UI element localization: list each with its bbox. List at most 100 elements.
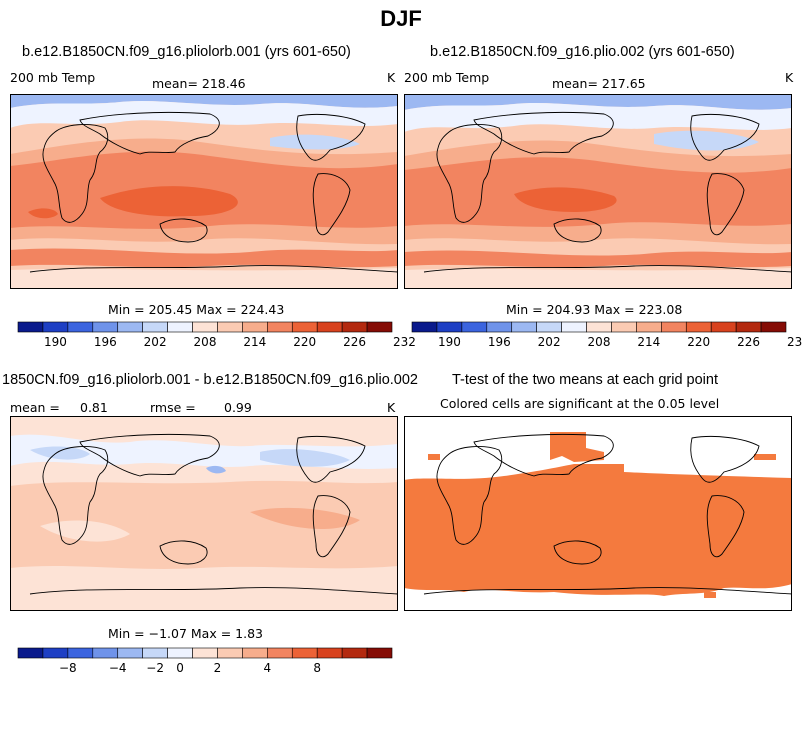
panel1-colorbar-swatch <box>192 321 218 333</box>
panel3-colorbar-swatch <box>341 647 368 659</box>
panel3-colorbar-swatch <box>217 647 243 659</box>
panel1-colorbar-swatch <box>366 321 393 333</box>
panel2-colorbar-swatch <box>685 321 712 333</box>
panel3-mean-value: 0.81 <box>80 400 108 415</box>
panel2-colorbar-tick-label: 226 <box>737 335 760 349</box>
panel3-map <box>10 416 398 611</box>
panel3-cold-patch-1 <box>30 446 90 460</box>
panel3-colorbar-swatch <box>142 647 168 659</box>
panel1-band-polar-north <box>10 94 398 108</box>
panel1-colorbar-tick-label: 214 <box>243 335 266 349</box>
panel4-sig-antarctic <box>704 592 716 598</box>
panel2-title: b.e12.B1850CN.f09_g16.plio.002 (yrs 601-… <box>430 44 735 60</box>
panel1-minmax: Min = 205.45 Max = 224.43 <box>108 302 285 317</box>
panel1-colorbar-swatch <box>267 321 293 333</box>
panel3-colorbar: −8 −4 −2 0 2 4 8 <box>17 647 393 675</box>
panel1-colorbar-tick-label: 208 <box>194 335 217 349</box>
panel1-band-subpolar-north <box>10 101 398 128</box>
panel3-frame <box>10 416 398 611</box>
panel1-colorbar-swatch <box>341 321 368 333</box>
panel2-colorbar-swatch <box>536 321 562 333</box>
panel4-frame <box>404 416 792 611</box>
panel3-colorbar-tick-label: −4 <box>109 661 127 675</box>
figure-title: DJF <box>380 6 422 31</box>
panel2-warm-core <box>514 187 617 212</box>
panel3-colorbar-swatch <box>242 647 268 659</box>
panel2-colorbar-swatch <box>611 321 637 333</box>
panel3-colorbar-tick-label: −8 <box>59 661 77 675</box>
panel2-band-southern <box>404 250 792 268</box>
panel1-colorbar-swatch <box>291 321 318 333</box>
panel4-sig-nw <box>428 454 440 460</box>
panel2-colorbar-tick-label: 190 <box>438 335 461 349</box>
panel1-colorbar-swatch <box>117 321 143 333</box>
panel2-colorbar-swatch <box>760 321 787 333</box>
panel2-colorbar-swatch <box>710 321 737 333</box>
panel1-map <box>10 94 398 289</box>
panel2-band-south-polar <box>404 268 792 289</box>
panel1-colorbar-tick-label: 202 <box>144 335 167 349</box>
panel3-warm-band <box>10 480 398 569</box>
panel3-colorbar-tick-label: 2 <box>214 661 222 675</box>
panel1-band-southern <box>10 248 398 268</box>
panel1-colorbar-swatch <box>92 321 119 333</box>
panel2-cold-patch-pacific <box>654 130 759 151</box>
panel1-colorbar-tick-label: 220 <box>293 335 316 349</box>
panel4-sig-ne <box>754 454 776 460</box>
panel3-rmse-label: rmse = <box>150 400 196 415</box>
panel2-frame <box>404 94 792 289</box>
panel3-cold-patch-3 <box>206 465 226 474</box>
panel1-warm-core-west <box>28 208 58 219</box>
panel3-colorbar-swatch <box>316 647 343 659</box>
panel1-colorbar-swatch <box>242 321 268 333</box>
panel2-colorbar-tick-label: 220 <box>687 335 710 349</box>
panel3-colorbar-swatch <box>42 647 69 659</box>
panel3-colorbar-swatch <box>167 647 193 659</box>
panel3-warm-south <box>10 574 398 611</box>
panel3-colorbar-swatch <box>267 647 293 659</box>
panel1-coastlines <box>29 111 398 273</box>
panel2-colorbar-tick-label: 232 <box>787 335 802 349</box>
panel3-colorbar-swatch <box>117 647 143 659</box>
panel3-colorbar-swatch <box>92 647 119 659</box>
panel1-frame <box>10 94 398 289</box>
panel4-sig-north <box>550 432 604 462</box>
panel3-colorbar-swatch <box>366 647 393 659</box>
panel2-colorbar-swatch <box>511 321 537 333</box>
panel1-variable: 200 mb Temp <box>10 70 96 85</box>
panel2-map <box>404 94 792 289</box>
panel4-significant-regions <box>404 432 792 598</box>
panel1-band-south-polar <box>10 268 398 289</box>
panel4-title: T-test of the two means at each grid poi… <box>452 372 718 388</box>
panel1-warm-core <box>100 186 238 217</box>
panel1-cold-patch-pacific <box>270 134 360 150</box>
panel2-colorbar-swatch <box>436 321 463 333</box>
panel3-colorbar-swatch <box>291 647 318 659</box>
panel2-mean: mean= 217.65 <box>552 76 646 91</box>
panel4-map <box>404 416 792 611</box>
panel1-title: b.e12.B1850CN.f09_g16.pliolorb.001 (yrs … <box>22 44 351 60</box>
panel3-mean-label: mean = <box>10 400 60 415</box>
panel2-colorbar-swatch <box>486 321 513 333</box>
panel2-colorbar-tick-label: 196 <box>488 335 511 349</box>
panel3-warm-patch-2 <box>250 507 360 530</box>
panel2-minmax: Min = 204.93 Max = 223.08 <box>506 302 683 317</box>
panel2-colorbar-swatch <box>461 321 488 333</box>
panel2-band-subpolar-north <box>404 103 792 132</box>
panel2-colorbar-tick-label: 214 <box>637 335 660 349</box>
panel3-colorbar-swatch <box>17 647 44 659</box>
panel3-colorbar-tick-label: −2 <box>146 661 164 675</box>
panel1-colorbar-tick-label: 226 <box>343 335 366 349</box>
panel1-colorbar-swatch <box>42 321 69 333</box>
panel3-colorbar-tick-label: 0 <box>176 661 184 675</box>
panel1-colorbar-swatch <box>316 321 343 333</box>
panel1-mean: mean= 218.46 <box>152 76 246 91</box>
panel1-colorbar-tick-label: 196 <box>94 335 117 349</box>
panel2-colorbar-swatch <box>586 321 612 333</box>
panel2-colorbar-swatch <box>561 321 587 333</box>
panel3-rmse-value: 0.99 <box>224 400 252 415</box>
panel3-minmax: Min = −1.07 Max = 1.83 <box>108 626 263 641</box>
panel1-colorbar-tick-label: 232 <box>393 335 416 349</box>
panel1-colorbar-swatch <box>17 321 44 333</box>
panel2-colorbar-swatch <box>661 321 687 333</box>
